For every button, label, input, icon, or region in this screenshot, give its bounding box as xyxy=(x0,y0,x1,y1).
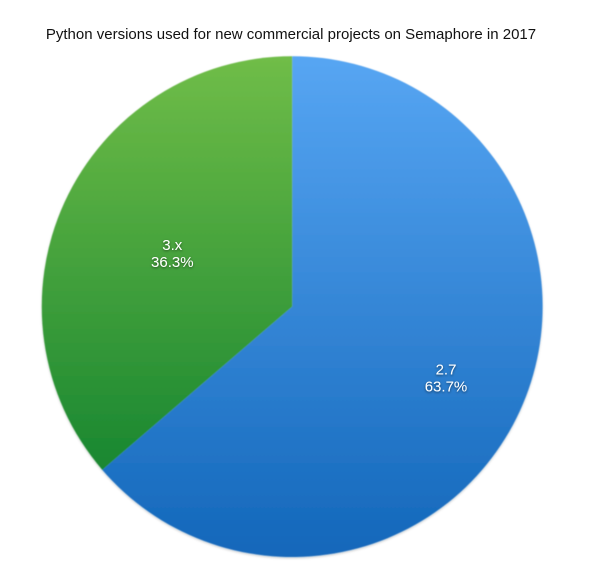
svg-text:63.7%: 63.7% xyxy=(425,379,468,396)
svg-text:3.x: 3.x xyxy=(162,237,183,254)
svg-text:Python versions used for new c: Python versions used for new commercial … xyxy=(46,26,536,43)
svg-text:36.3%: 36.3% xyxy=(151,254,194,271)
svg-text:2.7: 2.7 xyxy=(436,362,457,379)
